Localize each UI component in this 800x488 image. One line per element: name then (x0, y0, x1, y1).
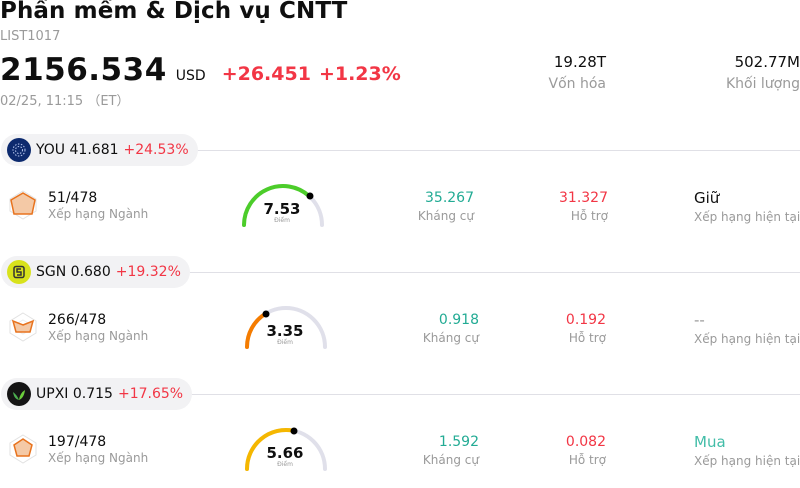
stock-row-you: YOU 41.681 +24.53% (0, 134, 800, 166)
resistance-value: 35.267 (425, 190, 474, 206)
price-change-pct: +1.23% (318, 63, 401, 85)
stock-symbol: SGN 0.680 (36, 264, 111, 280)
market-cap-label: Vốn hóa (548, 76, 606, 92)
radar-chart-icon (9, 434, 37, 464)
industry-rank-value: 266/478 (48, 312, 107, 328)
stock-chip-sgn[interactable]: SGN 0.680 +19.32% (1, 256, 190, 288)
support-label: Hỗ trợ (568, 453, 606, 467)
stock-row-sgn: SGN 0.680 +19.32% (0, 256, 800, 288)
stock-change-pct: +24.53% (123, 142, 189, 158)
stock-row-upxi: UPXI 0.715 +17.65% (0, 378, 800, 410)
resistance: 1.592 Kháng cự (423, 434, 479, 467)
you-logo-icon (7, 138, 31, 162)
price-row: 2156.534 USD +26.451 +1.23% (0, 52, 401, 88)
timestamp: 02/25, 11:15 （ET） (0, 94, 130, 109)
radar-chart-icon (9, 190, 37, 220)
rating-value: Mua (694, 433, 726, 451)
score-value: 5.66 (266, 444, 304, 462)
current-rating: Mua Xếp hạng hiện tại (694, 433, 800, 468)
rating-label: Xếp hạng hiện tại (694, 332, 800, 346)
sgn-logo-icon (7, 260, 31, 284)
industry-rank-label: Xếp hạng Ngành (48, 207, 149, 221)
currency: USD (175, 68, 206, 84)
current-rating: Giữ Xếp hạng hiện tại (694, 189, 800, 224)
score-gauge: 3.35 Điểm (243, 303, 333, 353)
resistance-value: 0.918 (438, 312, 479, 328)
resistance: 0.918 Kháng cự (423, 312, 479, 345)
industry-rank-value: 197/478 (48, 434, 107, 450)
stock-detail-sgn: 266/478 Xếp hạng Ngành 3.35 Điểm 0.918 K… (0, 306, 800, 372)
support-value: 0.082 (565, 434, 606, 450)
support: 31.327 Hỗ trợ (559, 190, 608, 223)
industry-rank: 51/478 Xếp hạng Ngành (48, 190, 148, 221)
stock-change-pct: +19.32% (115, 264, 181, 280)
score-value: 7.53 (263, 200, 301, 218)
index-code: LIST1017 (0, 29, 61, 44)
divider (190, 272, 800, 273)
upxi-logo-icon (7, 382, 31, 406)
volume-value: 502.77M (734, 53, 800, 71)
resistance: 35.267 Kháng cự (418, 190, 474, 223)
score-gauge: 7.53 Điểm (240, 181, 330, 231)
stock-chip-upxi[interactable]: UPXI 0.715 +17.65% (1, 378, 193, 410)
industry-rank: 197/478 Xếp hạng Ngành (48, 434, 148, 465)
industry-rank-label: Xếp hạng Ngành (48, 451, 149, 465)
score-gauge: 5.66 Điểm (243, 425, 333, 475)
stock-chip-you[interactable]: YOU 41.681 +24.53% (1, 134, 198, 166)
support-label: Hỗ trợ (568, 331, 606, 345)
stock-detail-upxi: 197/478 Xếp hạng Ngành 5.66 Điểm 1.592 K… (0, 427, 800, 488)
rating-label: Xếp hạng hiện tại (694, 210, 800, 224)
industry-rank-value: 51/478 (48, 190, 98, 206)
resistance-label: Kháng cự (417, 209, 474, 223)
volume-label: Khối lượng (725, 76, 800, 92)
rating-label: Xếp hạng hiện tại (694, 454, 800, 468)
current-rating: -- Xếp hạng hiện tại (694, 311, 800, 346)
score-label: Điểm (274, 217, 290, 224)
score-label: Điểm (277, 339, 293, 346)
stock-symbol: YOU 41.681 (36, 142, 119, 158)
stock-change-pct: +17.65% (117, 386, 184, 402)
support: 0.082 Hỗ trợ (566, 434, 606, 467)
market-cap-stat: 19.28T Vốn hóa (549, 53, 606, 92)
score-label: Điểm (277, 461, 293, 468)
support-label: Hỗ trợ (570, 209, 608, 223)
current-price: 2156.534 (0, 52, 167, 88)
resistance-value: 1.592 (438, 434, 479, 450)
price-change: +26.451 (221, 63, 311, 85)
support: 0.192 Hỗ trợ (566, 312, 606, 345)
resistance-label: Kháng cự (422, 453, 479, 467)
rating-value: Giữ (694, 189, 720, 207)
industry-rank-label: Xếp hạng Ngành (48, 329, 149, 343)
rating-value: -- (694, 311, 705, 329)
volume-stat: 502.77M Khối lượng (726, 53, 800, 92)
support-value: 0.192 (565, 312, 606, 328)
industry-rank: 266/478 Xếp hạng Ngành (48, 312, 148, 343)
support-value: 31.327 (559, 190, 608, 206)
market-cap-value: 19.28T (553, 53, 606, 71)
stock-symbol: UPXI 0.715 (36, 386, 113, 402)
stock-detail-you: 51/478 Xếp hạng Ngành 7.53 Điểm 35.267 K… (0, 184, 800, 250)
divider (190, 150, 800, 151)
page-title: Phần mềm & Dịch vụ CNTT (0, 0, 348, 24)
radar-chart-icon (9, 312, 37, 342)
score-value: 3.35 (266, 322, 304, 340)
resistance-label: Kháng cự (422, 331, 479, 345)
divider (190, 394, 800, 395)
